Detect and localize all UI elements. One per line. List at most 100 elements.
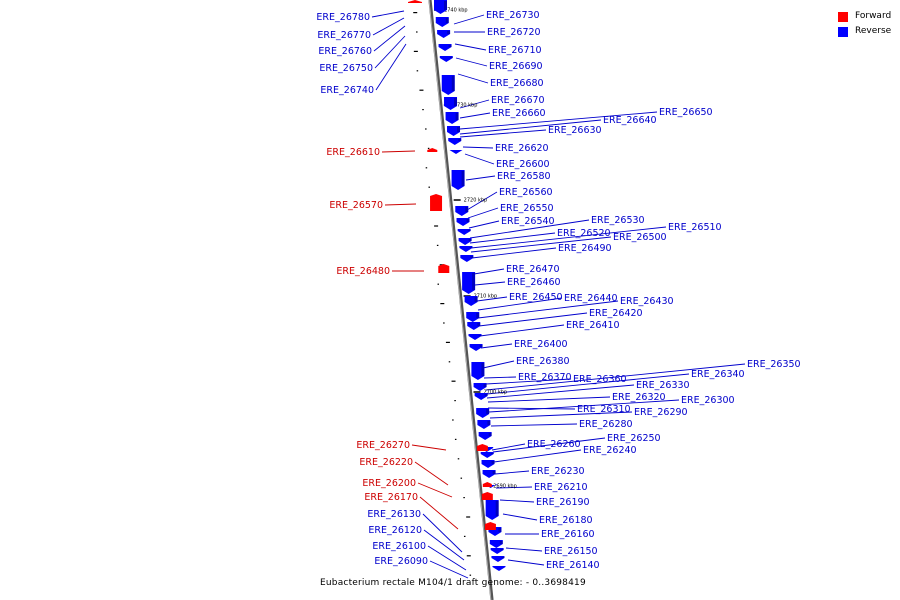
- leader-line: [375, 43, 407, 91]
- reverse-gene: [478, 432, 492, 440]
- axis-minor-mark: [469, 574, 472, 576]
- gene-label: ERE_26120: [368, 525, 422, 536]
- leader-line: [502, 513, 538, 521]
- reverse-gene: [490, 548, 504, 554]
- gene-label: ERE_26570: [329, 200, 383, 211]
- leader-line: [373, 25, 406, 52]
- leader-line: [423, 529, 465, 561]
- reverse-gene: [447, 126, 461, 136]
- leader-line: [477, 297, 563, 311]
- reverse-gene: [444, 97, 458, 110]
- reverse-gene: [474, 393, 488, 400]
- axis-minor-mark: [413, 50, 418, 52]
- axis-minor-mark: [445, 341, 450, 343]
- gene-label: ERE_26720: [487, 27, 541, 38]
- leader-line: [429, 560, 469, 579]
- gene-label: ERE_26150: [544, 546, 598, 557]
- leader-line: [467, 207, 499, 219]
- leader-line: [459, 99, 490, 109]
- leader-line: [471, 247, 557, 259]
- forward-swatch: [838, 11, 848, 22]
- leader-line: [499, 499, 535, 503]
- leader-line: [469, 219, 590, 239]
- gene-label: ERE_26580: [497, 171, 551, 182]
- leader-line: [485, 378, 572, 385]
- leader-line: [466, 191, 498, 211]
- axis-minor-mark: [457, 458, 460, 460]
- gene-label: ERE_26350: [747, 359, 801, 370]
- reverse-gene: [473, 383, 487, 391]
- reverse-gene: [435, 17, 449, 27]
- gene-label: ERE_26400: [514, 339, 568, 350]
- leader-line: [454, 43, 487, 51]
- leader-line: [453, 14, 485, 25]
- forward-gene: [476, 444, 488, 451]
- gene-label: ERE_26780: [316, 12, 370, 23]
- forward-gene: [481, 492, 493, 500]
- gene-label: ERE_26770: [317, 30, 371, 41]
- forward-gene: [427, 148, 438, 152]
- reverse-gene: [477, 420, 491, 429]
- leader-line: [485, 363, 746, 391]
- genome-caption: Eubacterium rectale M104/1 draft genome:…: [320, 578, 586, 588]
- gene-label: ERE_26470: [506, 264, 560, 275]
- gene-label: ERE_26130: [367, 509, 421, 520]
- leader-line: [493, 449, 582, 463]
- axis-minor-mark: [463, 497, 465, 499]
- gene-label: ERE_26650: [659, 107, 713, 118]
- gene-label: ERE_26090: [374, 556, 428, 567]
- gene-label: ERE_26300: [681, 395, 735, 406]
- leader-line: [459, 112, 491, 119]
- reverse-gene: [492, 566, 506, 571]
- gene-label: ERE_26100: [372, 541, 426, 552]
- leader-line: [495, 486, 533, 489]
- leader-line: [384, 203, 417, 206]
- reverse-gene: [457, 229, 471, 235]
- axis-minor-mark: [434, 225, 439, 227]
- reverse-gene: [459, 246, 473, 252]
- axis-minor-mark: [454, 400, 456, 402]
- reverse-gene: [482, 470, 496, 478]
- axis-minor-mark: [413, 12, 418, 14]
- axis-minor-mark: [428, 186, 430, 188]
- leader-line: [494, 470, 530, 475]
- gene-label: ERE_26550: [500, 203, 554, 214]
- forward-gene: [438, 264, 450, 273]
- leader-line: [419, 496, 459, 530]
- axis-minor-mark: [425, 167, 428, 169]
- axis-minor-mark: [437, 283, 440, 285]
- gene-label: ERE_26630: [548, 125, 602, 136]
- gene-label: ERE_26530: [591, 215, 645, 226]
- reverse-gene: [468, 334, 482, 340]
- gene-label: ERE_26230: [531, 466, 585, 477]
- leader-line: [482, 360, 515, 369]
- leader-line: [473, 268, 505, 275]
- axis-minor-mark: [440, 303, 445, 305]
- leader-line: [464, 153, 495, 165]
- axis-minor-mark: [436, 244, 439, 246]
- axis-minor-marks: [413, 12, 472, 576]
- reverse-gene: [481, 460, 495, 468]
- leader-line: [417, 482, 453, 498]
- kbp-tick-label: 2720 kbp: [464, 198, 488, 204]
- axis-line: [428, 0, 494, 600]
- leader-line: [427, 545, 467, 571]
- leader-line: [455, 57, 488, 67]
- gene-label: ERE_26480: [336, 266, 390, 277]
- gene-label: ERE_26490: [558, 243, 612, 254]
- reverse-gene: [456, 218, 470, 226]
- axis-minor-mark: [454, 438, 457, 440]
- reverse-gene: [469, 344, 483, 351]
- kbp-tick-label: 2730 kbp: [454, 103, 478, 109]
- gene-label: ERE_26320: [612, 392, 666, 403]
- gene-label: ERE_26640: [603, 115, 657, 126]
- reverse-gene: [438, 44, 452, 51]
- leader-line: [411, 444, 447, 451]
- gene-label: ERE_26190: [536, 497, 590, 508]
- leader-line: [476, 296, 508, 302]
- leader-line: [372, 17, 405, 36]
- gene-labels: ERE_26610 ERE_26570 ERE_26480 ERE_26270 ERE_…: [316, 10, 800, 571]
- legend-forward-label: Forward: [855, 11, 892, 21]
- kbp-tick-label: 2740 kbp: [444, 8, 468, 14]
